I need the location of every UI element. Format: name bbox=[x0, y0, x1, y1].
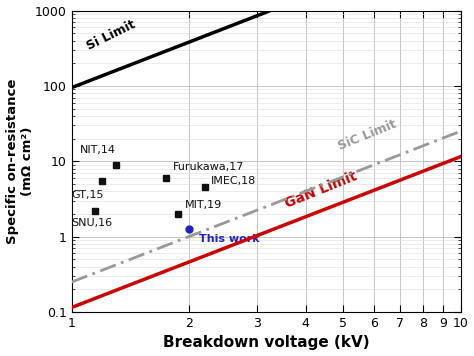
Text: This work: This work bbox=[199, 234, 259, 244]
Text: NIT,14: NIT,14 bbox=[80, 145, 116, 155]
Text: GaN Limit: GaN Limit bbox=[283, 169, 359, 211]
Y-axis label: Specific on-resistance
(mΩ cm²): Specific on-resistance (mΩ cm²) bbox=[6, 79, 34, 244]
Text: IMEC,18: IMEC,18 bbox=[211, 176, 256, 186]
Text: SiC Limit: SiC Limit bbox=[337, 117, 399, 153]
Text: Furukawa,17: Furukawa,17 bbox=[173, 162, 244, 172]
X-axis label: Breakdown voltage (kV): Breakdown voltage (kV) bbox=[163, 335, 369, 350]
Text: SNU,16: SNU,16 bbox=[72, 218, 113, 229]
Text: GT,15: GT,15 bbox=[72, 190, 104, 200]
Text: MIT,19: MIT,19 bbox=[184, 200, 222, 210]
Text: Si Limit: Si Limit bbox=[85, 17, 137, 52]
